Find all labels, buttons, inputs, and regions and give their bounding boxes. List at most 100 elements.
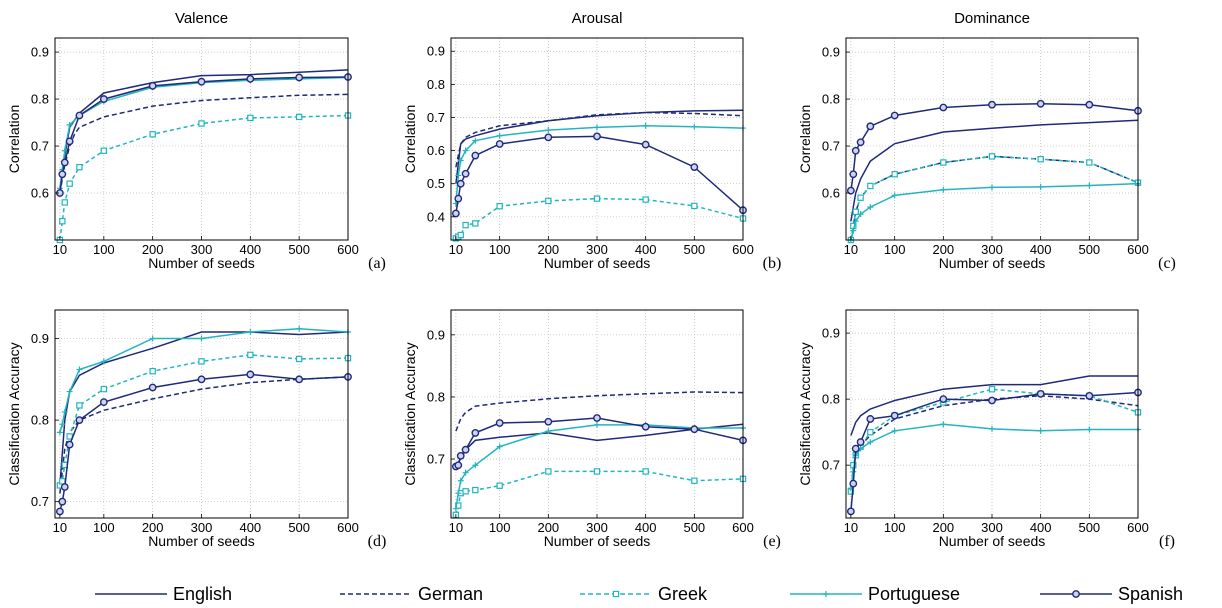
- data-point-greek: [988, 386, 996, 393]
- data-point-greek: [59, 218, 66, 225]
- data-point-spanish: [1036, 389, 1045, 398]
- data-point-greek: [149, 367, 156, 375]
- legend-label: Greek: [658, 584, 708, 604]
- legend-label: Spanish: [1118, 584, 1183, 604]
- data-point-portuguese: [296, 325, 303, 332]
- data-point-portuguese: [867, 204, 874, 211]
- y-tick-label: 0.4: [427, 209, 445, 224]
- data-point-portuguese: [1037, 427, 1044, 434]
- data-point-spanish: [851, 444, 860, 453]
- x-tick-label: 200: [537, 520, 559, 535]
- data-point-spanish: [593, 414, 601, 422]
- data-point-greek: [988, 153, 996, 160]
- data-point-greek: [857, 194, 864, 201]
- data-point-spanish: [99, 95, 108, 103]
- data-point-portuguese: [457, 157, 464, 164]
- data-point-spanish: [99, 398, 108, 407]
- y-axis-label: Classification Accuracy: [6, 342, 22, 485]
- data-point-spanish: [246, 74, 255, 83]
- x-tick-label: 500: [288, 520, 310, 535]
- data-point-spanish: [495, 419, 504, 427]
- data-point-greek: [100, 147, 108, 154]
- series-spanish: [451, 132, 747, 218]
- series-line-english: [59, 331, 349, 486]
- panel-label: (a): [368, 255, 386, 272]
- x-tick-label: 400: [635, 242, 657, 257]
- x-tick-label: 100: [489, 242, 511, 257]
- legend-item-english: English: [95, 584, 232, 604]
- data-point-portuguese: [642, 122, 649, 129]
- series-german: [455, 111, 744, 168]
- data-point-spanish: [75, 111, 84, 120]
- x-tick-label: 100: [884, 520, 906, 535]
- x-tick-label: 10: [449, 242, 463, 257]
- x-tick-label: 500: [683, 242, 705, 257]
- data-point-spanish: [461, 169, 470, 178]
- data-point-spanish: [197, 375, 206, 384]
- data-point-spanish: [295, 375, 304, 384]
- data-point-portuguese: [472, 462, 479, 469]
- series-german: [455, 391, 744, 432]
- y-tick-label: 0.7: [822, 139, 840, 154]
- x-axis-label: Number of seeds: [148, 255, 255, 271]
- data-point-greek: [593, 195, 601, 202]
- panel-c: 10 100 200 300 400 500 600 0.6 0.7 0.8 0.9 Number o…: [797, 10, 1176, 272]
- series-english: [850, 119, 1139, 222]
- data-point-greek: [1037, 156, 1044, 163]
- data-point-greek: [59, 478, 66, 485]
- x-tick-label: 500: [683, 520, 705, 535]
- data-point-portuguese: [455, 172, 462, 179]
- data-point-spanish: [75, 416, 84, 425]
- data-point-greek: [295, 113, 303, 121]
- data-point-greek: [149, 131, 156, 138]
- x-tick-label: 200: [932, 242, 954, 257]
- data-point-spanish: [55, 507, 64, 516]
- data-point-greek: [1086, 159, 1093, 166]
- x-axis-label: Number of seeds: [148, 533, 255, 549]
- data-point-portuguese: [867, 439, 874, 446]
- data-point-portuguese: [76, 366, 83, 373]
- x-tick-label: 400: [239, 242, 261, 257]
- data-point-spanish: [890, 111, 899, 120]
- series-german: [59, 376, 349, 494]
- data-point-spanish: [58, 170, 67, 179]
- series-line-german: [455, 391, 744, 432]
- data-point-spanish: [295, 73, 304, 82]
- panel-title: Dominance: [954, 10, 1030, 27]
- data-point-spanish: [495, 140, 504, 148]
- data-point-portuguese: [149, 335, 156, 342]
- legend-swatch-marker: [612, 590, 620, 598]
- series-line-german: [59, 93, 349, 194]
- x-axis-label: Number of seeds: [939, 533, 1046, 549]
- data-point-portuguese: [59, 421, 66, 428]
- data-point-greek: [61, 199, 68, 206]
- series-spanish: [846, 388, 1142, 516]
- y-tick-label: 0.7: [31, 139, 49, 154]
- data-point-portuguese: [852, 218, 859, 225]
- x-tick-label: 300: [191, 242, 213, 257]
- y-tick-label: 0.7: [822, 458, 840, 473]
- data-point-portuguese: [66, 121, 73, 128]
- x-tick-label: 100: [93, 520, 115, 535]
- data-point-spanish: [246, 370, 255, 379]
- series-english: [59, 331, 349, 486]
- data-point-spanish: [641, 140, 650, 149]
- y-tick-label: 0.6: [31, 186, 49, 201]
- data-point-greek: [198, 120, 205, 127]
- data-point-greek: [852, 208, 859, 216]
- panel-title: Valence: [175, 10, 228, 27]
- data-point-portuguese: [1086, 182, 1093, 189]
- panel-label: (d): [368, 533, 387, 550]
- data-point-portuguese: [462, 147, 469, 154]
- y-axis-label: Classification Accuracy: [402, 342, 418, 485]
- plot-area: [846, 310, 1138, 518]
- panel-e: 10 100 200 300 400 500 600 0.7 0.8 0.9 Number of s…: [402, 309, 781, 550]
- data-point-greek: [76, 163, 83, 171]
- data-point-greek: [593, 468, 601, 475]
- data-point-portuguese: [457, 477, 464, 484]
- series-german: [59, 93, 349, 194]
- data-point-greek: [462, 221, 469, 229]
- panel-label: (b): [763, 255, 782, 272]
- x-axis-label: Number of seeds: [939, 255, 1046, 271]
